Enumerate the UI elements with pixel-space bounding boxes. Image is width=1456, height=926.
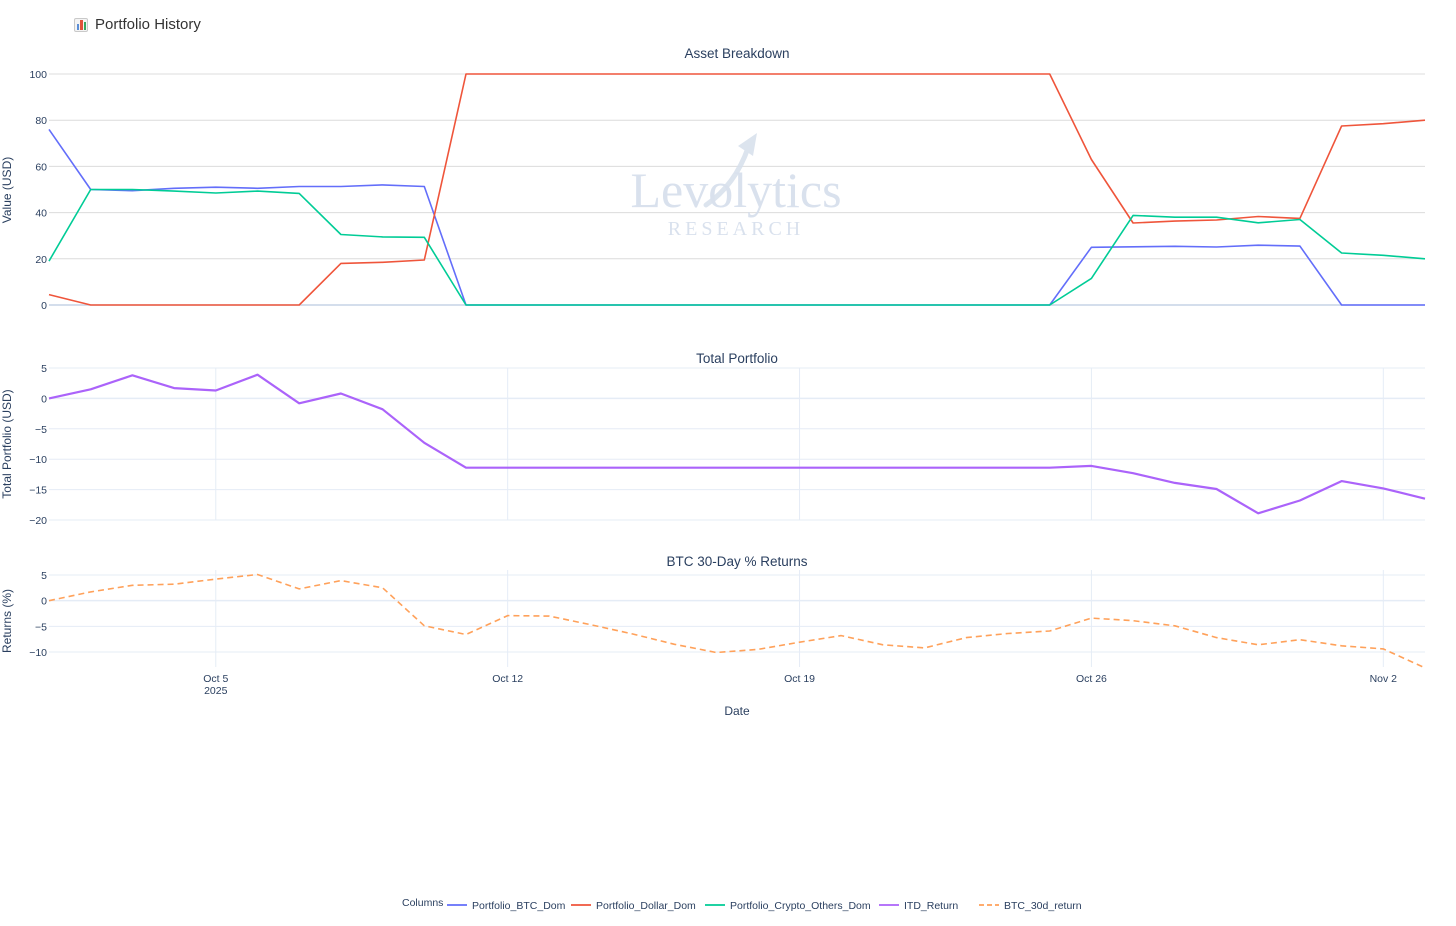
legend-label: ITD_Return (904, 900, 958, 912)
legend-item[interactable]: Portfolio_Dollar_Dom (571, 900, 696, 912)
legend-item[interactable]: Portfolio_BTC_Dom (447, 900, 566, 912)
subplot-title: BTC 30-Day % Returns (666, 554, 807, 569)
subplot-2: −20 −15 −10 −5 0 5 Total Portfolio Total Portfo… (0, 351, 1426, 527)
y-tick-label: 100 (29, 69, 47, 81)
series-line-Portfolio_Crypto_Others_Dom (48, 188, 1426, 306)
y-tick-label: −10 (29, 454, 47, 466)
legend-label: Portfolio_BTC_Dom (472, 900, 566, 912)
page-title: Portfolio History (95, 16, 201, 33)
legend-item[interactable]: BTC_30d_return (979, 900, 1082, 912)
legend-label: Portfolio_Dollar_Dom (596, 900, 696, 912)
y-axis-title: Value (USD) (0, 157, 14, 223)
logo-arrow-head (738, 133, 757, 156)
bar-chart-icon (74, 17, 88, 32)
watermark-title: Levolytics (630, 162, 841, 218)
series-line-BTC_30d_return (48, 573, 1426, 669)
subplot-1: 0 20 40 60 80 100 Asset Breakdown Value (USD) (0, 46, 1426, 312)
x-tick-label: Nov 2 (1370, 673, 1398, 685)
y-tick-label: −5 (35, 424, 47, 436)
series-line-Portfolio_Dollar_Dom (48, 73, 1426, 306)
subplot-3: −10 −5 0 5 BTC 30-Day % Returns Returns (%) (0, 554, 1426, 669)
y-tick-label: −15 (29, 485, 47, 497)
y-axis-title: Total Portfolio (USD) (0, 389, 14, 498)
logo-arrow (703, 145, 751, 208)
x-tick-sublabel: 2025 (204, 685, 228, 697)
x-axis-title: Date (724, 704, 750, 718)
y-tick-label: 40 (35, 208, 47, 220)
y-tick-label: 60 (35, 161, 47, 173)
x-tick-label: Oct 19 (784, 673, 815, 685)
y-tick-label: −10 (29, 647, 47, 659)
y-tick-label: −5 (35, 621, 47, 633)
page-header: Portfolio History (74, 16, 201, 33)
series-line-ITD_Return (48, 373, 1426, 515)
y-tick-label: −20 (29, 515, 47, 527)
x-tick-label: Oct 12 (492, 673, 523, 685)
y-tick-label: 80 (35, 115, 47, 127)
y-tick-label: 5 (41, 363, 47, 375)
subplot-title: Total Portfolio (696, 351, 778, 366)
y-tick-label: 0 (41, 300, 47, 312)
y-tick-label: 20 (35, 254, 47, 266)
x-tick-label: Oct 26 (1076, 673, 1107, 685)
y-axis-title: Returns (%) (0, 589, 14, 653)
legend-item[interactable]: ITD_Return (879, 900, 958, 912)
x-tick-label: Oct 5 (203, 673, 228, 685)
legend-label: BTC_30d_return (1004, 900, 1082, 912)
y-tick-label: 0 (41, 596, 47, 608)
legend-label: Portfolio_Crypto_Others_Dom (730, 900, 871, 912)
y-tick-label: 5 (41, 570, 47, 582)
watermark-subtitle: RESEARCH (668, 218, 804, 240)
legend: Columns Portfolio_BTC_Dom Portfolio_Dollar… (402, 897, 1082, 912)
legend-title: Columns (402, 897, 443, 909)
y-tick-label: 0 (41, 393, 47, 405)
subplot-title: Asset Breakdown (684, 46, 789, 61)
legend-item[interactable]: Portfolio_Crypto_Others_Dom (705, 900, 871, 912)
